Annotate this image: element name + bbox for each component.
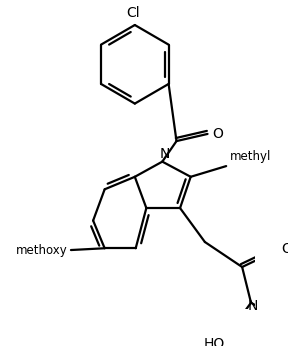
Text: HO: HO [203,337,224,346]
Text: N: N [160,147,170,161]
Text: O: O [213,127,223,141]
Text: O: O [281,242,288,256]
Text: N: N [248,299,258,313]
Text: methyl: methyl [230,149,271,163]
Text: Cl: Cl [126,6,140,20]
Text: methoxy: methoxy [16,244,67,256]
